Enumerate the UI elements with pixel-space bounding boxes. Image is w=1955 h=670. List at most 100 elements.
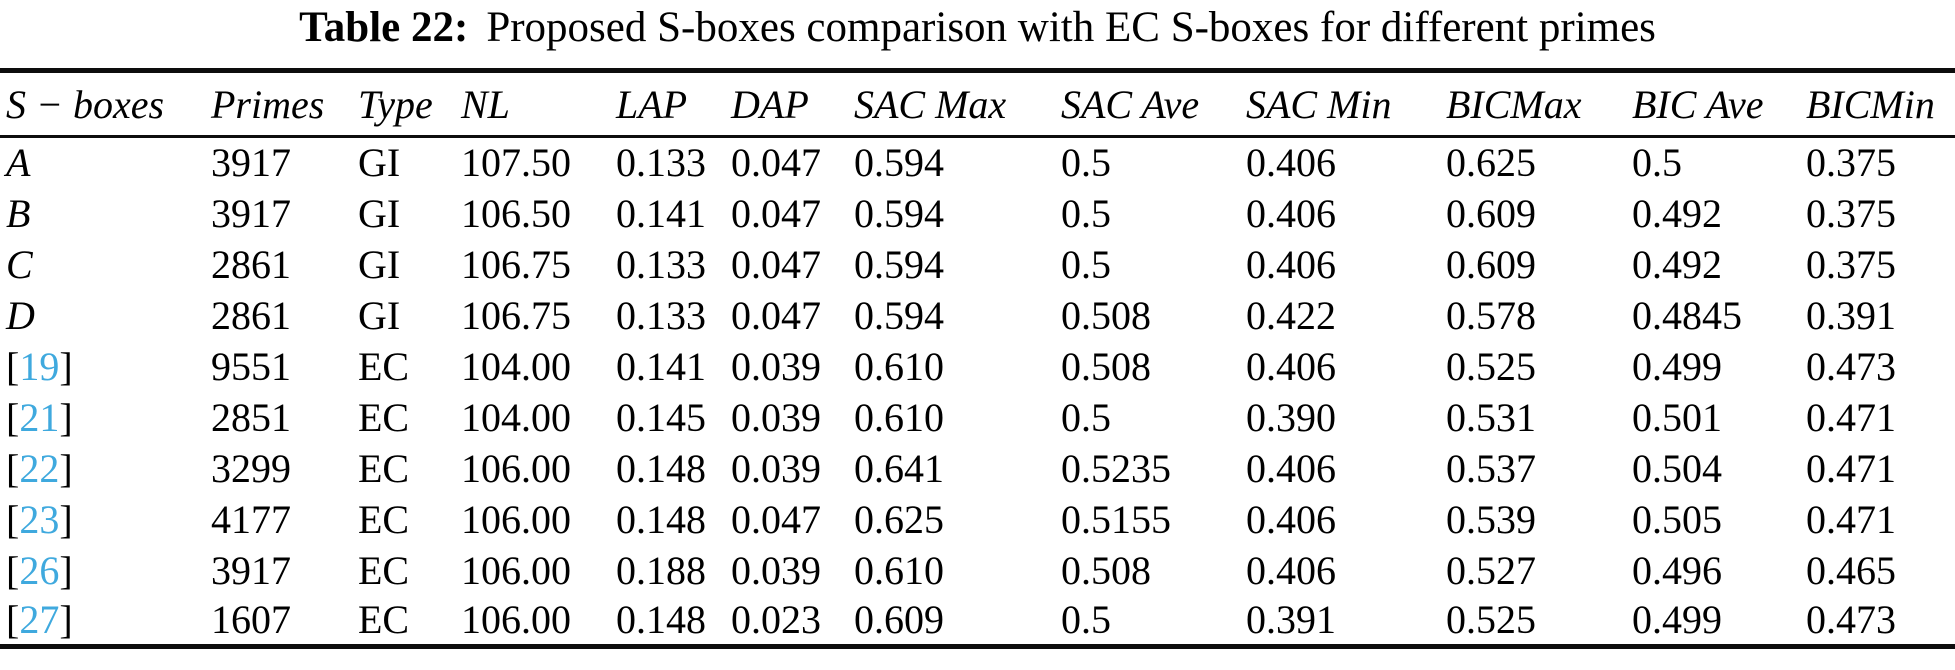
value-cell: 0.5155 — [1061, 496, 1171, 542]
table-row: [23] 4177 EC 106.00 0.148 0.047 0.625 0.5155 0.4… — [0, 494, 1955, 545]
value-cell: 0.133 — [616, 140, 706, 186]
citation-link[interactable]: 26 — [19, 547, 60, 593]
value-cell: 0.594 — [854, 140, 944, 186]
value-cell: 2861 — [211, 241, 291, 287]
value-cell: 0.625 — [1446, 140, 1536, 186]
sbox-label-cell: D — [6, 292, 35, 338]
value-cell: 104.00 — [461, 343, 571, 389]
citation-bracket-close: ] — [59, 394, 73, 440]
sbox-citation-cell: [26] — [0, 545, 205, 596]
value-cell: 0.508 — [1061, 343, 1151, 389]
value-cell: GI — [358, 190, 401, 236]
citation-link[interactable]: 27 — [19, 597, 60, 643]
sbox-citation-cell: [19] — [0, 341, 205, 392]
value-cell: EC — [358, 445, 410, 491]
value-cell: 9551 — [211, 343, 291, 389]
sbox-label-cell: A — [6, 140, 31, 186]
sbox-comparison-table: S − boxes Primes Type NL LAP DAP SAC Max SAC Av… — [0, 68, 1955, 649]
citation-link[interactable]: 22 — [19, 445, 60, 491]
value-cell: 0.504 — [1632, 445, 1722, 491]
value-cell: 4177 — [211, 496, 291, 542]
value-cell: 0.492 — [1632, 190, 1722, 236]
value-cell: 0.609 — [1446, 190, 1536, 236]
citation-link[interactable]: 23 — [19, 496, 60, 542]
value-cell: 0.141 — [616, 343, 706, 389]
value-cell: EC — [358, 547, 410, 593]
value-cell: 0.5 — [1632, 140, 1682, 186]
column-header-bicmin: BICMin — [1806, 81, 1935, 127]
value-cell: 1607 — [211, 597, 291, 643]
value-cell: 0.610 — [854, 547, 944, 593]
column-header-primes: Primes — [211, 81, 325, 127]
value-cell: 0.471 — [1806, 445, 1896, 491]
value-cell: EC — [358, 496, 410, 542]
value-cell: 0.609 — [1446, 241, 1536, 287]
column-header-type: Type — [358, 81, 433, 127]
value-cell: 0.422 — [1246, 292, 1336, 338]
header-row: S − boxes Primes Type NL LAP DAP SAC Max SAC Av… — [0, 71, 1955, 137]
value-cell: 0.406 — [1246, 343, 1336, 389]
value-cell: 107.50 — [461, 140, 571, 186]
value-cell: 0.641 — [854, 445, 944, 491]
value-cell: 0.390 — [1246, 394, 1336, 440]
column-header-sac-max: SAC Max — [854, 81, 1007, 127]
citation-bracket-close: ] — [59, 343, 73, 389]
value-cell: 0.527 — [1446, 547, 1536, 593]
value-cell: 0.505 — [1632, 496, 1722, 542]
sbox-label-cell: C — [6, 241, 33, 287]
value-cell: 0.148 — [616, 496, 706, 542]
value-cell: 0.610 — [854, 343, 944, 389]
value-cell: 3917 — [211, 190, 291, 236]
citation-bracket-close: ] — [59, 496, 73, 542]
value-cell: 0.047 — [731, 241, 821, 287]
value-cell: 0.499 — [1632, 597, 1722, 643]
value-cell: 0.023 — [731, 597, 821, 643]
value-cell: 106.00 — [461, 496, 571, 542]
citation-link[interactable]: 21 — [19, 394, 60, 440]
value-cell: 0.188 — [616, 547, 706, 593]
table-row: [27] 1607 EC 106.00 0.148 0.023 0.609 0.5 0.391 0… — [0, 596, 1955, 647]
value-cell: 0.465 — [1806, 547, 1896, 593]
value-cell: 0.508 — [1061, 292, 1151, 338]
column-header-bicmax: BICMax — [1446, 81, 1582, 127]
sbox-citation-cell: [27] — [0, 596, 205, 647]
value-cell: 0.391 — [1246, 597, 1336, 643]
value-cell: 0.133 — [616, 292, 706, 338]
value-cell: 0.406 — [1246, 140, 1336, 186]
value-cell: 106.50 — [461, 190, 571, 236]
table-row: [26] 3917 EC 106.00 0.188 0.039 0.610 0.508 0.40… — [0, 545, 1955, 596]
value-cell: 0.148 — [616, 597, 706, 643]
value-cell: 0.039 — [731, 394, 821, 440]
value-cell: 0.471 — [1806, 394, 1896, 440]
value-cell: 106.75 — [461, 292, 571, 338]
value-cell: 0.047 — [731, 190, 821, 236]
table-caption: Table 22: Proposed S-boxes comparison wit… — [0, 0, 1955, 66]
citation-link[interactable]: 19 — [19, 343, 60, 389]
value-cell: 0.537 — [1446, 445, 1536, 491]
value-cell: 0.039 — [731, 547, 821, 593]
value-cell: 106.00 — [461, 597, 571, 643]
citation-bracket-close: ] — [59, 597, 73, 643]
value-cell: 0.525 — [1446, 597, 1536, 643]
value-cell: 0.145 — [616, 394, 706, 440]
value-cell: 0.133 — [616, 241, 706, 287]
table-caption-label: Table 22: — [299, 4, 469, 51]
value-cell: EC — [358, 394, 410, 440]
value-cell: 0.531 — [1446, 394, 1536, 440]
value-cell: 0.594 — [854, 292, 944, 338]
value-cell: 2861 — [211, 292, 291, 338]
citation-bracket-open: [ — [6, 547, 20, 593]
citation-bracket-open: [ — [6, 445, 20, 491]
value-cell: GI — [358, 140, 401, 186]
value-cell: 0.406 — [1246, 445, 1336, 491]
table-row: [19] 9551 EC 104.00 0.141 0.039 0.610 0.508 0.40… — [0, 341, 1955, 392]
column-header-s-boxes: S − boxes — [6, 81, 165, 127]
value-cell: 0.5235 — [1061, 445, 1171, 491]
value-cell: 0.525 — [1446, 343, 1536, 389]
table-row: B 3917 GI 106.50 0.141 0.047 0.594 0.5 0.406 0.60… — [0, 188, 1955, 239]
column-header-sac-min: SAC Min — [1246, 81, 1392, 127]
value-cell: 0.508 — [1061, 547, 1151, 593]
value-cell: GI — [358, 241, 401, 287]
sbox-citation-cell: [21] — [0, 392, 205, 443]
value-cell: 0.492 — [1632, 241, 1722, 287]
